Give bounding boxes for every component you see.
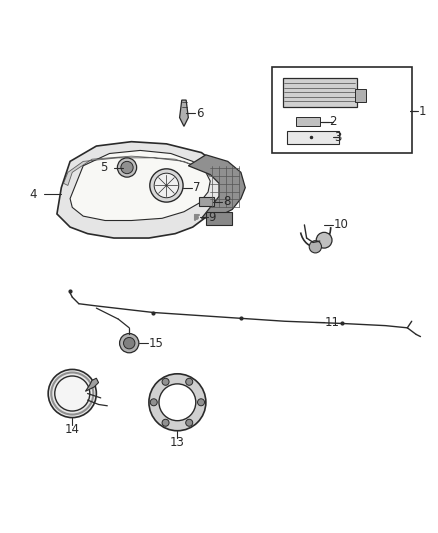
Circle shape — [316, 232, 332, 248]
Circle shape — [186, 419, 193, 426]
Text: 7: 7 — [193, 181, 200, 194]
Text: 3: 3 — [335, 131, 342, 144]
PathPatch shape — [57, 142, 228, 238]
Circle shape — [309, 241, 321, 253]
Bar — [283, 78, 357, 107]
Text: 9: 9 — [208, 211, 216, 224]
Text: 8: 8 — [223, 195, 230, 208]
Circle shape — [121, 161, 133, 174]
PathPatch shape — [85, 378, 99, 391]
Bar — [206, 212, 232, 225]
Text: 14: 14 — [65, 423, 80, 436]
Bar — [296, 117, 320, 126]
Text: 4: 4 — [30, 188, 37, 201]
FancyBboxPatch shape — [199, 197, 214, 206]
Circle shape — [149, 374, 206, 431]
Circle shape — [159, 384, 196, 421]
Circle shape — [48, 369, 96, 418]
Circle shape — [154, 173, 179, 198]
Circle shape — [120, 334, 139, 353]
Circle shape — [150, 399, 157, 406]
Text: 11: 11 — [325, 316, 340, 329]
Bar — [287, 131, 339, 144]
Circle shape — [198, 399, 205, 406]
Circle shape — [162, 378, 169, 385]
FancyBboxPatch shape — [272, 67, 412, 152]
Circle shape — [150, 169, 183, 202]
Circle shape — [117, 158, 137, 177]
Circle shape — [186, 378, 193, 385]
Text: 1: 1 — [419, 104, 427, 117]
Text: 2: 2 — [329, 115, 337, 128]
Bar — [355, 89, 366, 102]
PathPatch shape — [64, 156, 210, 185]
Circle shape — [162, 419, 169, 426]
Circle shape — [124, 337, 135, 349]
Circle shape — [55, 376, 90, 411]
Text: 10: 10 — [334, 219, 349, 231]
PathPatch shape — [180, 100, 188, 126]
PathPatch shape — [70, 150, 210, 221]
Text: 15: 15 — [148, 337, 163, 350]
PathPatch shape — [188, 155, 245, 219]
Text: 13: 13 — [170, 436, 185, 449]
Text: 5: 5 — [100, 161, 107, 174]
Text: 6: 6 — [196, 107, 203, 120]
